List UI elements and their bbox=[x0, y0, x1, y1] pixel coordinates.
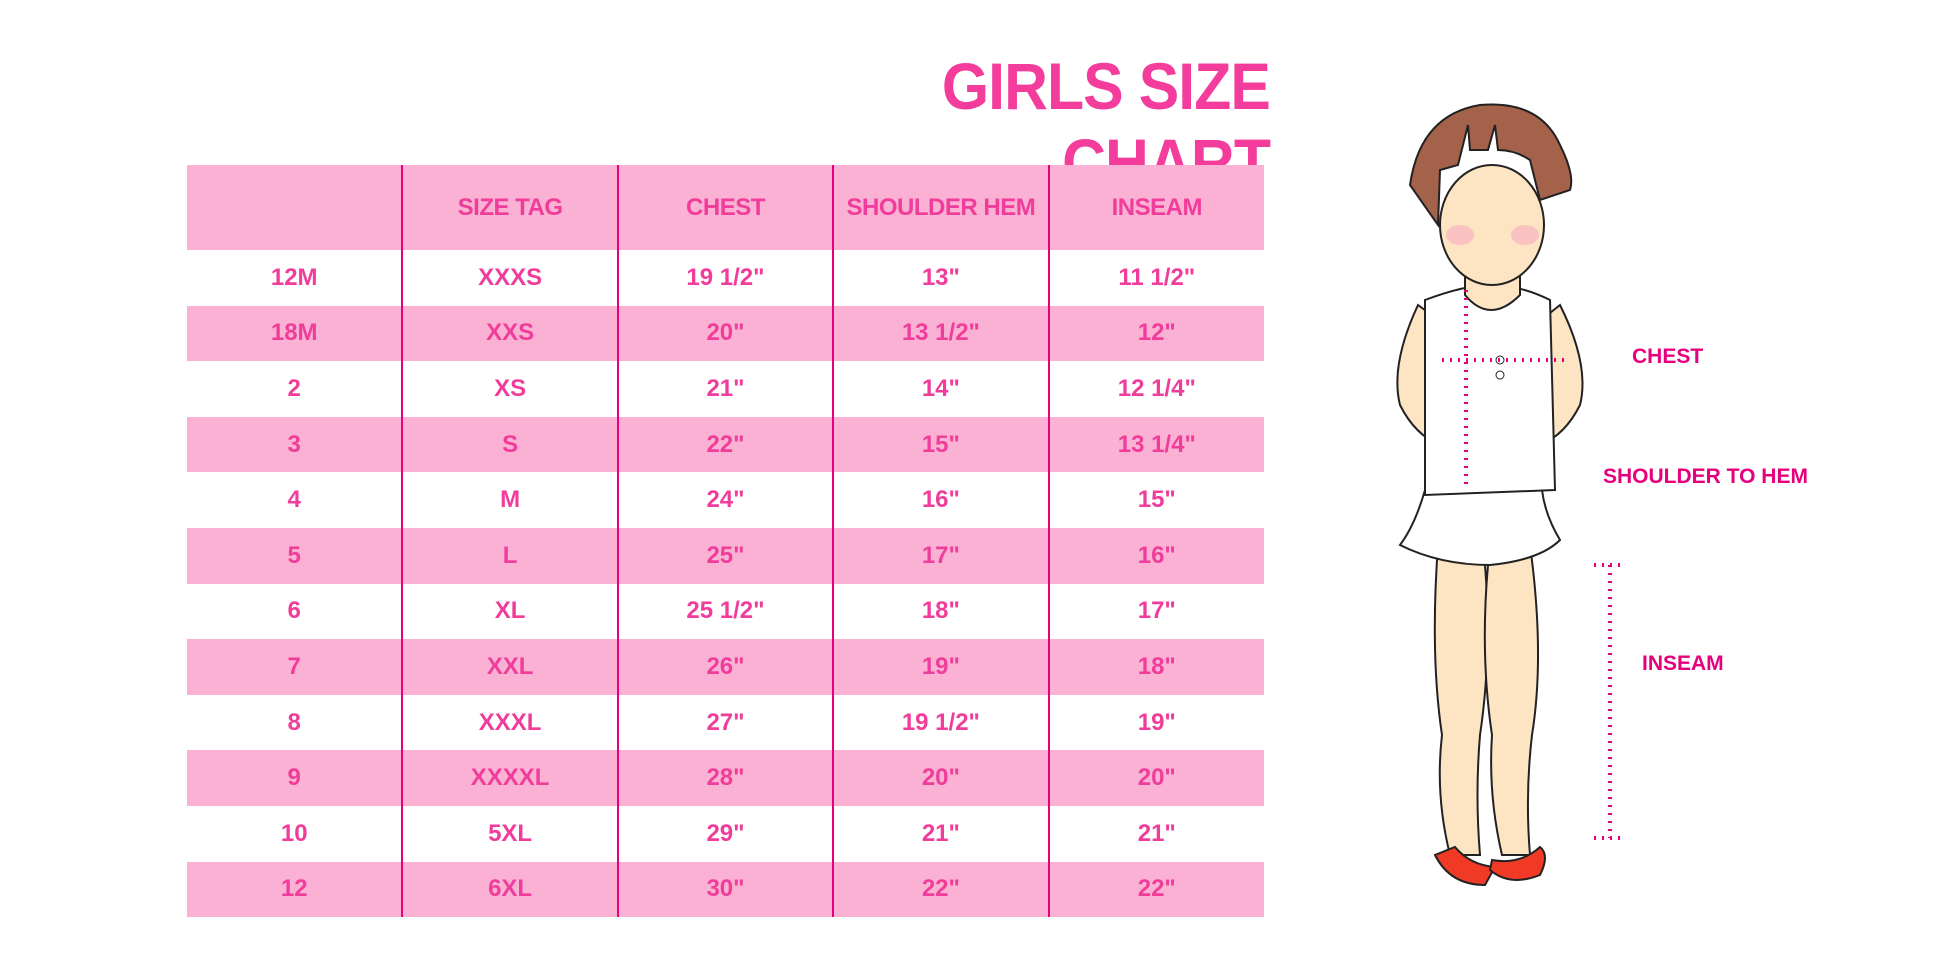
table-row: 10 5XL 29" 21" 21" bbox=[187, 805, 1264, 862]
column-header: SIZE TAG bbox=[401, 165, 618, 250]
table-cell: S bbox=[401, 416, 618, 473]
size-chart-table: SIZE TAG CHEST SHOULDER HEM INSEAM 12M XXXS 1… bbox=[187, 165, 1264, 918]
table-cell: 25" bbox=[616, 527, 834, 584]
table-cell: XXXS bbox=[401, 250, 618, 306]
table-cell: 13" bbox=[832, 250, 1049, 306]
page-title: GIRLS SIZE CHART bbox=[941, 49, 1271, 199]
table-cell: 6XL bbox=[401, 861, 618, 918]
table-row: 4 M 24" 16" 15" bbox=[187, 472, 1264, 528]
table-row: 5 L 25" 17" 16" bbox=[187, 527, 1264, 584]
shoulder-to-hem-label: SHOULDER TO HEM bbox=[1603, 465, 1808, 488]
table-cell: 5 bbox=[187, 527, 403, 584]
column-header: INSEAM bbox=[1047, 165, 1264, 250]
table-cell: XXXXL bbox=[401, 750, 618, 806]
table-cell: 15" bbox=[1047, 472, 1264, 528]
table-cell: 3 bbox=[187, 416, 403, 473]
table-cell: 21" bbox=[832, 805, 1049, 862]
table-body: 12M XXXS 19 1/2" 13" 11 1/2" 18M XXS 20" 13 1/2"… bbox=[187, 250, 1264, 918]
table-row: 2 XS 21" 14" 12 1/4" bbox=[187, 361, 1264, 417]
table-cell: XS bbox=[401, 361, 618, 417]
table-cell: 20" bbox=[616, 305, 834, 362]
table-cell: 12 bbox=[187, 861, 403, 918]
table-cell: 21" bbox=[616, 361, 834, 417]
table-row: 9 XXXXL 28" 20" 20" bbox=[187, 750, 1264, 806]
table-cell: 20" bbox=[1047, 750, 1264, 806]
table-cell: 19 1/2" bbox=[832, 694, 1049, 751]
table-cell: 13 1/4" bbox=[1047, 416, 1264, 473]
table-cell: XXXL bbox=[401, 694, 618, 751]
table-cell: 18M bbox=[187, 305, 403, 362]
table-cell: 11 1/2" bbox=[1047, 250, 1264, 306]
table-cell: 6 bbox=[287, 597, 301, 625]
table-cell: 18" bbox=[832, 583, 1049, 640]
table-cell: 5XL bbox=[401, 805, 618, 862]
column-header: CHEST bbox=[616, 165, 834, 250]
table-cell: 30" bbox=[616, 861, 834, 918]
table-cell: M bbox=[401, 472, 618, 528]
table-cell: 15" bbox=[832, 416, 1049, 473]
table-cell: 18" bbox=[1047, 639, 1264, 695]
table-row: 18M XXS 20" 13 1/2" 12" bbox=[187, 305, 1264, 362]
table-row: 7 XXL 26" 19" 18" bbox=[187, 639, 1264, 695]
chest-label: CHEST bbox=[1632, 345, 1704, 368]
table-cell: 17" bbox=[1047, 583, 1264, 640]
table-cell: 10 bbox=[280, 819, 308, 847]
girl-measurement-illustration: CHEST SHOULDER TO HEM INSEAM bbox=[1380, 95, 1946, 915]
column-header bbox=[187, 165, 403, 250]
table-row: 12M XXXS 19 1/2" 13" 11 1/2" bbox=[187, 250, 1264, 306]
table-cell: 24" bbox=[616, 472, 834, 528]
table-cell: 29" bbox=[616, 805, 834, 862]
table-cell: 22" bbox=[616, 416, 834, 473]
table-cell: 12M bbox=[270, 263, 318, 291]
table-cell: 16" bbox=[1047, 527, 1264, 584]
table-cell: 19" bbox=[1047, 694, 1264, 751]
table-cell: XL bbox=[401, 583, 618, 640]
table-row: 3 S 22" 15" 13 1/4" bbox=[187, 416, 1264, 473]
table-cell: 21" bbox=[1047, 805, 1264, 862]
table-cell: 14" bbox=[832, 361, 1049, 417]
table-cell: XXL bbox=[401, 639, 618, 695]
girl-figure-icon bbox=[1396, 103, 1626, 887]
table-cell: 9 bbox=[187, 750, 403, 806]
table-cell: 20" bbox=[832, 750, 1049, 806]
table-cell: L bbox=[401, 527, 618, 584]
table-cell: 28" bbox=[616, 750, 834, 806]
table-cell: 7 bbox=[187, 639, 403, 695]
table-header-row: SIZE TAG CHEST SHOULDER HEM INSEAM bbox=[187, 165, 1264, 250]
column-header: SHOULDER HEM bbox=[832, 165, 1049, 250]
table-row: 6 XL 25 1/2" 18" 17" bbox=[187, 583, 1264, 640]
table-cell: 25 1/2" bbox=[616, 583, 834, 640]
table-cell: 12" bbox=[1047, 305, 1264, 362]
table-cell: 17" bbox=[832, 527, 1049, 584]
table-cell: 16" bbox=[832, 472, 1049, 528]
table-cell: 12 1/4" bbox=[1047, 361, 1264, 417]
table-cell: 27" bbox=[616, 694, 834, 751]
table-row: 8 XXXL 27" 19 1/2" 19" bbox=[187, 694, 1264, 751]
table-cell: 4 bbox=[287, 486, 301, 514]
table-cell: 22" bbox=[832, 861, 1049, 918]
table-cell: 26" bbox=[616, 639, 834, 695]
inseam-label: INSEAM bbox=[1642, 652, 1724, 675]
table-row: 12 6XL 30" 22" 22" bbox=[187, 861, 1264, 918]
table-cell: XXS bbox=[401, 305, 618, 362]
table-cell: 8 bbox=[287, 708, 301, 736]
table-cell: 19 1/2" bbox=[616, 250, 834, 306]
table-cell: 13 1/2" bbox=[832, 305, 1049, 362]
table-cell: 22" bbox=[1047, 861, 1264, 918]
table-cell: 19" bbox=[832, 639, 1049, 695]
table-cell: 2 bbox=[287, 374, 301, 402]
